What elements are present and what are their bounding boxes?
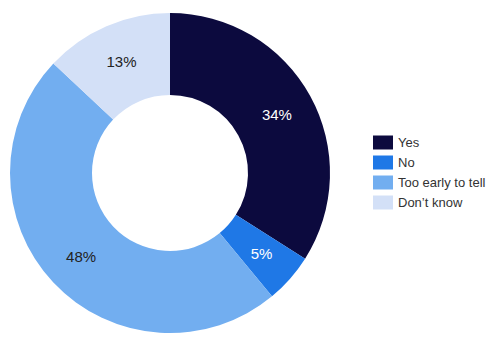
- svg-text:Don’t know: Don’t know: [398, 195, 463, 210]
- svg-text:5%: 5%: [251, 245, 273, 262]
- svg-text:No: No: [398, 155, 415, 170]
- svg-text:Yes: Yes: [398, 135, 420, 150]
- svg-text:13%: 13%: [107, 53, 137, 70]
- svg-text:Too early to tell: Too early to tell: [398, 175, 486, 190]
- svg-text:34%: 34%: [262, 106, 292, 123]
- svg-text:48%: 48%: [66, 248, 96, 265]
